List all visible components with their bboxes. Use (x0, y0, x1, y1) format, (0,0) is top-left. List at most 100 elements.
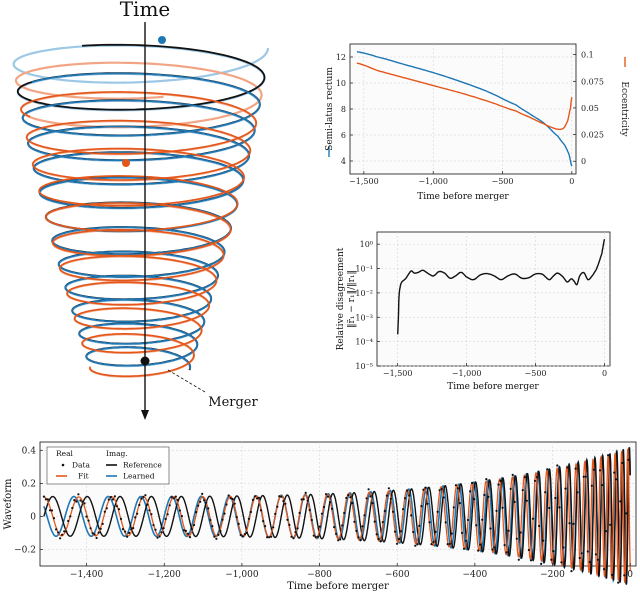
data-point (117, 508, 121, 511)
legend-learned-label: Learned (123, 472, 155, 481)
data-point (594, 553, 598, 556)
data-point (71, 506, 74, 510)
orbit-track (20, 91, 258, 377)
data-point (111, 498, 114, 501)
start-marker-blue (158, 36, 166, 44)
data-point (237, 522, 240, 526)
data-point (395, 542, 399, 545)
data-point (300, 498, 303, 501)
legend-col-imag: Imag. (106, 449, 128, 458)
data-point (83, 502, 86, 505)
data-point (613, 471, 616, 474)
data-point (188, 536, 192, 539)
data-point (574, 467, 577, 470)
data-point (148, 509, 151, 512)
x-tick-label: 0 (602, 369, 607, 378)
data-point (515, 537, 518, 540)
data-point (223, 512, 226, 515)
data-point (387, 487, 390, 490)
data-point (99, 527, 102, 530)
waveform-legend: Real Imag. Data Reference Fit Learned (46, 446, 170, 485)
data-point (499, 479, 502, 482)
plot-area (376, 231, 611, 367)
data-point (164, 517, 167, 521)
data-point (359, 539, 362, 542)
x-tick-label: −500 (525, 369, 547, 378)
data-point (540, 562, 543, 566)
data-point (343, 511, 346, 515)
data-point (497, 483, 500, 486)
data-point (432, 540, 435, 544)
y-right-tick-label: 0.1 (581, 51, 594, 60)
y-tick-label: 0.2 (22, 479, 36, 489)
data-point (272, 526, 275, 529)
data-point (166, 513, 169, 516)
data-point (328, 501, 332, 504)
orbital-elements-chart: −1,500 −1,000 −500 0 4 6 8 10 12 0 0.025 0.05 0.075 0… (325, 43, 629, 202)
y-tick-label: 10⁻³ (355, 313, 373, 322)
data-point (197, 504, 200, 507)
data-point (596, 558, 600, 561)
data-point (50, 509, 54, 512)
data-point (121, 528, 125, 531)
data-point (471, 481, 474, 484)
data-point (542, 539, 545, 542)
data-point (550, 558, 553, 561)
data-point (322, 505, 326, 509)
data-point (339, 538, 342, 541)
data-point (115, 505, 118, 508)
data-point (584, 475, 587, 478)
left-axis-label: Semi-latus rectum (325, 67, 335, 151)
data-point (452, 506, 455, 509)
data-point (444, 521, 447, 524)
data-point (150, 513, 153, 516)
data-point (371, 502, 374, 505)
data-point (430, 543, 433, 546)
data-point (333, 526, 336, 529)
data-point (560, 561, 563, 564)
time-label: Time (120, 0, 171, 21)
data-point (566, 466, 569, 469)
data-point (268, 536, 271, 539)
legend-data-label: Data (72, 461, 90, 470)
x-tick-label: −200 (540, 570, 565, 580)
data-point (454, 484, 457, 487)
data-point (349, 496, 352, 499)
data-point (95, 536, 98, 540)
data-point (241, 535, 244, 538)
data-point (107, 498, 110, 501)
data-point (458, 502, 461, 505)
data-point (201, 492, 204, 495)
data-point (225, 503, 228, 506)
data-point (126, 535, 129, 538)
data-point (73, 499, 76, 502)
data-point (590, 484, 593, 487)
data-point (397, 537, 401, 541)
data-point (383, 509, 386, 513)
data-point (554, 496, 557, 500)
data-point (460, 531, 464, 535)
y-tick-label: 0 (30, 512, 36, 522)
data-point (247, 517, 250, 520)
time-axis-arrowhead (141, 410, 149, 420)
data-point (345, 496, 348, 500)
data-point (146, 503, 149, 506)
data-point (473, 498, 476, 501)
data-point (276, 505, 279, 508)
data-point (341, 524, 344, 527)
y-left-tick-label: 4 (341, 157, 346, 166)
data-point (351, 501, 354, 505)
data-point (55, 528, 58, 531)
data-point (335, 532, 338, 536)
y-axis-label-line2: ‖r̃₁ − r₁‖/‖r₁‖ (346, 270, 357, 328)
data-point (262, 520, 265, 523)
data-point (158, 535, 161, 538)
data-point (379, 540, 382, 543)
data-point (389, 497, 392, 500)
data-point (306, 499, 309, 502)
data-point (588, 560, 591, 564)
data-point (259, 509, 263, 512)
data-point (243, 533, 246, 536)
data-point (481, 518, 484, 521)
data-point (535, 476, 539, 479)
